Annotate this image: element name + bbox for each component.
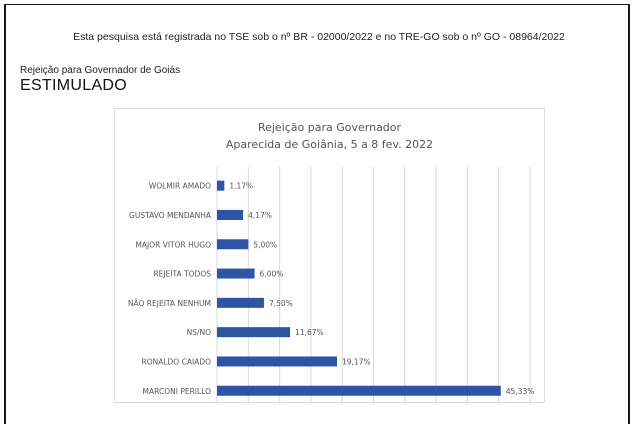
data-label: 11,67% xyxy=(295,328,324,337)
page-subtitle: Rejeição para Governador de Goiás xyxy=(20,65,181,76)
data-label: 45,33% xyxy=(506,387,535,396)
data-label: 1,17% xyxy=(229,182,253,191)
bar xyxy=(217,356,338,367)
bar xyxy=(217,180,225,191)
bar xyxy=(217,297,264,308)
category-label: GUSTAVO MENDANHA xyxy=(129,211,212,220)
data-label: 7,50% xyxy=(269,299,293,308)
chart-container: Rejeição para Governador Aparecida de Go… xyxy=(114,108,545,404)
category-label: NÃO REJEITA NENHUM xyxy=(128,299,211,308)
bar xyxy=(217,385,501,396)
category-label: MAJOR VITOR HUGO xyxy=(135,240,211,249)
chart-title: Rejeição para Governador xyxy=(257,121,402,134)
bar xyxy=(217,209,244,220)
mode-heading: ESTIMULADO xyxy=(20,77,128,94)
category-label: MARCONI PERILLO xyxy=(143,387,212,396)
category-label: RONALDO CAIADO xyxy=(142,357,212,366)
data-label: 5,00% xyxy=(253,240,277,249)
data-label: 6,00% xyxy=(260,270,284,279)
bar xyxy=(217,268,255,279)
bar xyxy=(217,327,291,338)
category-label: REJEITA TODOS xyxy=(153,270,211,279)
category-label: NS/NO xyxy=(187,328,212,337)
bar xyxy=(217,239,249,250)
registry-text: Esta pesquisa está registrada no TSE sob… xyxy=(73,31,565,43)
bar-chart: WOLMIR AMADO 1,17% GUSTAVO MENDANHA 4,17% MA… xyxy=(128,167,535,404)
chart-subtitle: Aparecida de Goiânia, 5 a 8 fev. 2022 xyxy=(225,138,434,151)
data-label: 4,17% xyxy=(248,211,272,220)
data-label: 19,17% xyxy=(342,357,371,366)
category-label: WOLMIR AMADO xyxy=(149,182,211,191)
page-frame: Esta pesquisa está registrada no TSE sob… xyxy=(4,4,630,424)
